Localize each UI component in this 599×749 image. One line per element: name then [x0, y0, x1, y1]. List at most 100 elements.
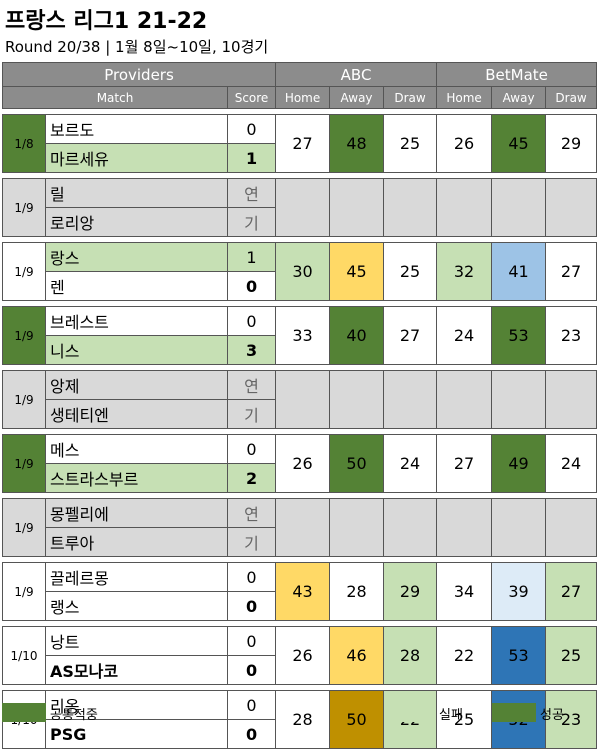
abc-home-odds: [275, 498, 331, 557]
providers-header: Providers: [1, 62, 277, 87]
home-score: 1: [226, 242, 277, 272]
home-score: 연: [226, 370, 277, 400]
betmate-home-odds: 32: [436, 242, 493, 301]
abc-home-odds: [275, 178, 331, 237]
provider-abc-header: ABC: [275, 62, 438, 87]
betmate-draw-odds: 24: [545, 434, 598, 493]
away-score: 0: [226, 655, 277, 685]
abc-draw-odds: 29: [383, 562, 438, 621]
away-score: 0: [226, 271, 277, 301]
home-team: 보르도: [45, 114, 228, 144]
legend-label-consensus: 공통적중: [50, 708, 98, 723]
home-score: 0: [226, 306, 277, 336]
abc-away-odds: 48: [329, 114, 385, 173]
away-score: 2: [226, 463, 277, 493]
abc-draw-odds: 27: [383, 306, 438, 365]
betmate-home-odds: [436, 498, 493, 557]
abc-home-odds: 43: [275, 562, 331, 621]
home-team: 랑스: [45, 242, 228, 272]
home-team: 메스: [45, 434, 228, 464]
away-score: 0: [226, 591, 277, 621]
home-score: 0: [226, 114, 277, 144]
match-row-away: 생테티엔 기: [3, 399, 597, 429]
match-date: 1/9: [2, 370, 46, 429]
legend-swatch-success: [492, 703, 536, 722]
match-row-home: 1/8 보르도 0 27 48 25 26 45 29: [2, 114, 598, 173]
home-team: 끌레르몽: [45, 562, 228, 592]
home-score: 0: [226, 562, 277, 592]
abc-away-odds: 28: [329, 562, 385, 621]
away-team: 스트라스부르: [45, 463, 228, 493]
betmate-home-odds: 22: [436, 626, 493, 685]
abc-away-odds: [329, 370, 385, 429]
abc-home-header: Home: [275, 86, 331, 109]
away-score: 0: [226, 719, 277, 749]
away-team: 트루아: [45, 527, 228, 557]
away-score: 기: [226, 399, 277, 429]
betmate-home-header: Home: [436, 86, 493, 109]
abc-away-odds: 50: [329, 434, 385, 493]
match-row-away: 스트라스부르 2: [3, 463, 597, 493]
betmate-home-odds: 27: [436, 434, 493, 493]
betmate-away-odds: 53: [491, 306, 547, 365]
betmate-away-header: Away: [491, 86, 547, 109]
match-row-away: 니스 3: [3, 335, 597, 365]
betmate-away-odds: 39: [491, 562, 547, 621]
round-subtitle: Round 20/38 | 1월 8일~10일, 10경기: [5, 38, 269, 56]
match-date: 1/9: [2, 242, 46, 301]
home-score: 0: [226, 690, 277, 720]
home-team: 앙제: [45, 370, 228, 400]
away-score: 기: [226, 527, 277, 557]
abc-draw-odds: [383, 370, 438, 429]
betmate-away-odds: 49: [491, 434, 547, 493]
away-team: PSG: [45, 719, 228, 749]
match-row-away: 트루아 기: [3, 527, 597, 557]
away-score: 1: [226, 143, 277, 173]
home-score: 0: [226, 626, 277, 656]
away-team: 생테티엔: [45, 399, 228, 429]
abc-home-odds: 33: [275, 306, 331, 365]
away-team: 랭스: [45, 591, 228, 621]
betmate-draw-odds: 27: [545, 562, 598, 621]
match-date: 1/9: [2, 562, 46, 621]
betmate-away-odds: 41: [491, 242, 547, 301]
away-team: AS모나코: [45, 655, 228, 685]
home-team: 브레스트: [45, 306, 228, 336]
match-row-home: 1/10 낭트 0 26 46 28 22 53 25: [2, 626, 598, 685]
betmate-home-odds: 24: [436, 306, 493, 365]
abc-draw-odds: [383, 498, 438, 557]
home-score: 0: [226, 434, 277, 464]
match-date: 1/9: [2, 498, 46, 557]
legend-label-success: 성공: [540, 708, 564, 723]
match-date: 1/9: [2, 306, 46, 365]
abc-away-odds: 45: [329, 242, 385, 301]
home-score: 연: [226, 498, 277, 528]
away-team: 마르세유: [45, 143, 228, 173]
betmate-home-odds: [436, 370, 493, 429]
abc-away-odds: [329, 498, 385, 557]
page-title: 프랑스 리그1 21-22: [5, 9, 208, 34]
legend-swatch-fail: [384, 703, 436, 722]
betmate-home-odds: [436, 178, 493, 237]
header-row-columns: Match Score Home Away Draw Home Away Dra…: [2, 86, 598, 109]
match-row-home: 1/9 메스 0 26 50 24 27 49 24: [2, 434, 598, 493]
betmate-away-odds: [491, 498, 547, 557]
score-header: Score: [226, 86, 277, 109]
betmate-away-odds: [491, 370, 547, 429]
match-date: 1/9: [2, 434, 46, 493]
betmate-draw-odds: [545, 370, 598, 429]
abc-draw-odds: 28: [383, 626, 438, 685]
betmate-home-odds: 34: [436, 562, 493, 621]
legend-swatch-consensus: [2, 703, 46, 722]
match-row-home: 1/9 몽펠리에 연: [2, 498, 598, 557]
betmate-draw-odds: 27: [545, 242, 598, 301]
betmate-away-odds: 45: [491, 114, 547, 173]
legend-label-fail: 실패: [439, 708, 463, 723]
abc-draw-header: Draw: [383, 86, 438, 109]
abc-away-header: Away: [329, 86, 385, 109]
betmate-away-odds: [491, 178, 547, 237]
away-score: 3: [226, 335, 277, 365]
match-header: Match: [2, 86, 228, 109]
abc-draw-odds: 25: [383, 114, 438, 173]
match-row-away: 로리앙 기: [3, 207, 597, 237]
